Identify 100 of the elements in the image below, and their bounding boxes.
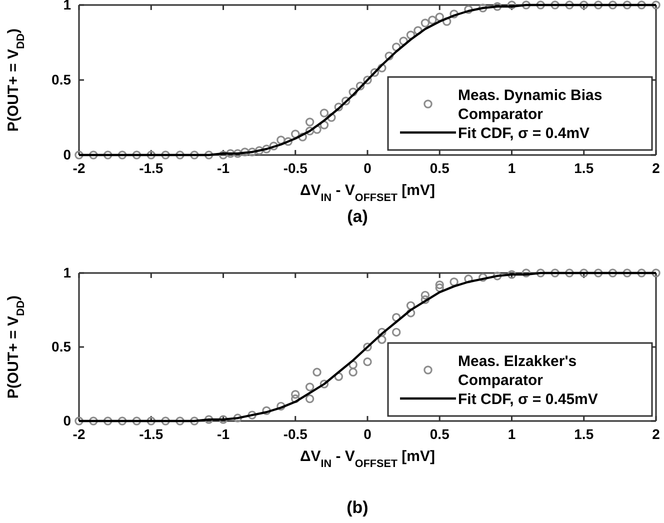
- x-tick-label: 0: [364, 426, 372, 442]
- point: [637, 0, 646, 10]
- point: [378, 64, 386, 72]
- point: [103, 416, 112, 426]
- point: [435, 283, 444, 292]
- y-tick-label: 1: [63, 264, 72, 280]
- point: [507, 270, 516, 279]
- x-axis-title: ΔV$_{IN}$ - V$_{OFFSET}$ [mV]: [300, 182, 436, 204]
- point: [435, 12, 444, 22]
- point: [305, 394, 314, 404]
- point: [536, 268, 545, 278]
- point: [392, 313, 401, 322]
- legend-label: Meas. Elzakker's Comparator: [458, 353, 577, 389]
- point: [334, 372, 344, 381]
- point: [464, 5, 473, 14]
- x-tick-label: 2: [652, 160, 660, 176]
- point: [118, 150, 127, 160]
- point: [146, 150, 156, 160]
- point: [226, 149, 235, 158]
- point: [428, 16, 437, 24]
- point: [536, 0, 545, 10]
- x-tick-label: 0.5: [430, 426, 450, 442]
- text: (a): [347, 207, 368, 226]
- point: [276, 136, 286, 144]
- point: [450, 10, 458, 18]
- x-tick-label: -2: [72, 426, 86, 442]
- point: [565, 268, 574, 278]
- point: [132, 150, 142, 160]
- point: [176, 150, 184, 160]
- point: [176, 416, 184, 426]
- point: [161, 416, 170, 426]
- point: [442, 17, 452, 26]
- point: [312, 368, 322, 377]
- point: [320, 108, 329, 118]
- point: [312, 125, 322, 134]
- point: [89, 416, 98, 426]
- legend-label: Meas. Dynamic Bias Comparator: [458, 87, 602, 123]
- point: [363, 76, 372, 84]
- point: [464, 274, 473, 284]
- point: [161, 150, 170, 160]
- y-tick-label: 0.5: [52, 338, 72, 354]
- point: [550, 0, 560, 10]
- point: [218, 415, 228, 424]
- x-axis-title: ΔV$_{IN}$ - V$_{OFFSET}$ [mV]: [300, 448, 436, 470]
- point: [233, 149, 242, 158]
- point: [132, 416, 142, 426]
- point: [233, 414, 242, 422]
- point: [378, 328, 386, 337]
- point: [370, 68, 380, 77]
- point: [284, 137, 293, 146]
- point: [190, 150, 199, 160]
- point: [392, 328, 401, 337]
- x-tick-label: -1: [217, 426, 230, 442]
- y-tick-label: 1: [63, 0, 72, 12]
- point: [594, 0, 603, 10]
- point: [204, 415, 214, 424]
- point: [550, 268, 560, 278]
- point: [420, 295, 430, 304]
- point: [348, 360, 358, 370]
- point: [420, 18, 430, 28]
- x-tick-label: -2: [72, 160, 86, 176]
- x-tick-label: 2: [652, 426, 660, 442]
- point: [580, 268, 588, 278]
- x-tick-label: 0.5: [430, 160, 450, 176]
- point: [103, 150, 112, 160]
- point: [492, 272, 502, 280]
- y-tick-label: 0: [63, 146, 72, 162]
- point: [608, 268, 618, 278]
- point: [420, 290, 430, 300]
- point: [565, 0, 574, 10]
- point: [522, 0, 531, 10]
- point: [262, 406, 271, 415]
- point: [392, 42, 401, 52]
- x-tick-label: 1.5: [574, 160, 594, 176]
- point: [334, 102, 344, 112]
- line-series: [78, 272, 658, 422]
- point: [291, 394, 300, 404]
- point: [276, 402, 286, 411]
- point: [492, 2, 502, 11]
- point: [348, 88, 358, 96]
- point: [204, 150, 214, 160]
- point: [341, 96, 350, 106]
- point: [363, 357, 372, 366]
- legend-label: Fit CDF, σ = 0.45mV: [458, 391, 598, 408]
- point: [218, 150, 228, 160]
- x-tick-label: -1.5: [139, 160, 164, 176]
- x-tick-label: 1: [508, 426, 516, 442]
- point: [305, 118, 314, 126]
- point: [291, 390, 300, 399]
- x-tick-label: -1: [217, 160, 230, 176]
- point: [356, 82, 365, 90]
- y-tick-label: 0.5: [52, 71, 72, 88]
- x-tick-label: -0.5: [283, 160, 308, 176]
- point: [406, 301, 416, 310]
- x-tick-label: 1.5: [574, 426, 594, 442]
- point: [363, 342, 372, 352]
- point: [406, 30, 416, 40]
- point: [435, 280, 444, 290]
- point: [406, 308, 416, 318]
- point: [327, 113, 336, 122]
